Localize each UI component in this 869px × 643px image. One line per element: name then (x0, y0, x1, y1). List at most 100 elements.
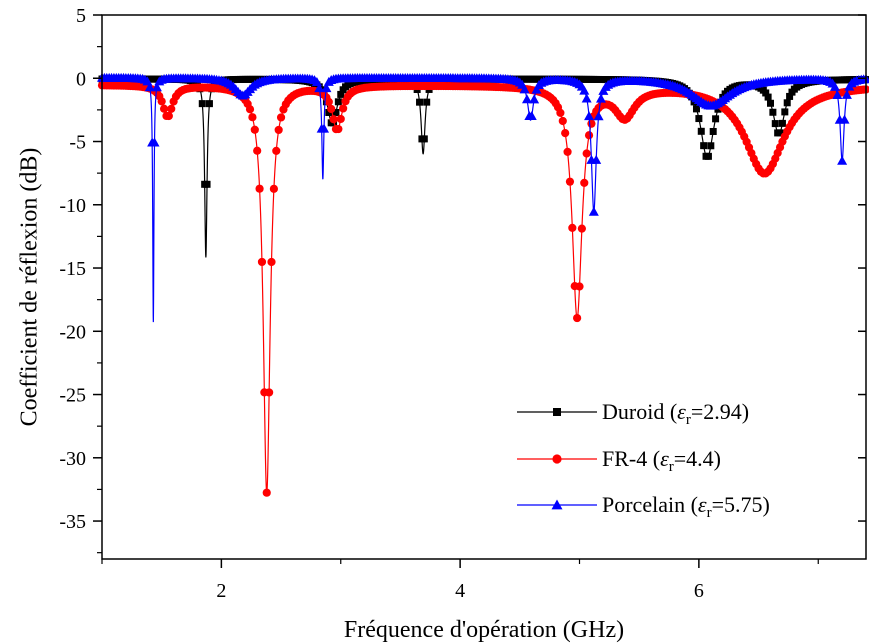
data-point (697, 127, 705, 135)
data-point (707, 142, 715, 150)
data-point (269, 184, 278, 193)
data-point (695, 115, 703, 123)
legend-label-suffix: =5.75) (712, 492, 770, 517)
legend-label-sub: r (669, 459, 674, 475)
legend-item: Porcelain (εr=5.75) (517, 492, 770, 521)
data-point (324, 97, 333, 106)
data-point (334, 98, 342, 106)
data-point (526, 111, 537, 121)
data-point (336, 114, 345, 124)
data-point (565, 177, 575, 186)
legend-label-symbol: ε (660, 446, 669, 471)
data-point (144, 82, 155, 92)
data-point (577, 224, 586, 233)
data-point (255, 184, 264, 193)
x-tick-label: 2 (216, 580, 226, 602)
legend-label-prefix: FR-4 ( (602, 446, 660, 471)
data-point (829, 81, 840, 91)
data-point (529, 94, 540, 104)
data-point (593, 111, 604, 121)
data-point (692, 105, 700, 113)
data-point (579, 85, 590, 95)
y-tick-label: -35 (59, 511, 86, 533)
data-point (837, 155, 848, 165)
data-point (416, 98, 424, 106)
legend-label: Porcelain (εr=5.75) (602, 492, 770, 521)
data-point (580, 178, 589, 187)
legend-item: Duroid (εr=2.94) (517, 399, 749, 428)
data-point (704, 152, 712, 160)
data-point (325, 109, 333, 117)
legend-label-suffix: =4.4) (674, 446, 721, 471)
legend-label-prefix: Porcelain ( (602, 492, 698, 517)
data-point (262, 488, 271, 497)
data-point (164, 111, 173, 121)
data-point (332, 109, 340, 117)
data-point (339, 104, 348, 113)
y-tick-label: -5 (69, 132, 86, 154)
series-layer (97, 72, 869, 497)
legend-label-symbol: ε (677, 399, 686, 424)
ticks-layer: 2 4 6 5 0 -5 -10 -15 -20 -25 -30 -35 (59, 5, 866, 602)
plot-frame (101, 14, 867, 560)
data-point (198, 100, 206, 108)
data-point (319, 123, 330, 133)
series-fr-4 (97, 81, 869, 497)
legend-label-symbol: ε (698, 492, 707, 517)
data-point (709, 127, 717, 135)
data-point (839, 114, 850, 124)
x-axis-title: Fréquence d'opération (GHz) (344, 617, 624, 643)
data-point (265, 388, 274, 397)
legend-label: Duroid (εr=2.94) (602, 399, 749, 428)
data-point (531, 84, 542, 94)
data-point (591, 154, 602, 164)
series-line (102, 78, 866, 258)
data-point (832, 90, 843, 100)
y-axis-title: Coefficient de réflexion (dB) (16, 148, 42, 427)
data-point (257, 257, 267, 267)
data-point (267, 257, 276, 267)
data-point (764, 93, 772, 101)
data-point (581, 93, 592, 103)
legend-label: FR-4 (εr=4.4) (602, 446, 721, 475)
x-tick-label: 6 (694, 580, 704, 602)
data-point (769, 108, 777, 116)
data-point (167, 104, 176, 113)
data-point (582, 149, 591, 158)
data-point (274, 125, 283, 135)
data-point (786, 92, 794, 100)
y-tick-label: -10 (59, 195, 86, 217)
x-tick-label: 4 (455, 580, 465, 602)
data-point (700, 142, 708, 150)
data-point (588, 206, 599, 216)
data-point (276, 113, 286, 122)
data-point (558, 116, 567, 126)
data-point (253, 146, 262, 155)
data-point (778, 119, 786, 127)
y-tick-label: 5 (76, 5, 86, 27)
data-point (552, 454, 562, 464)
data-point (561, 129, 570, 138)
data-point (149, 137, 160, 147)
data-point (205, 100, 213, 108)
data-point (556, 108, 565, 118)
series-porcelain (97, 72, 869, 323)
data-point (776, 129, 784, 137)
legend-label-prefix: Duroid ( (602, 399, 677, 424)
data-point (159, 104, 169, 113)
legend: Duroid (εr=2.94)FR-4 (εr=4.4)Porcelain (… (517, 399, 770, 521)
data-point (248, 113, 257, 122)
data-point (329, 115, 338, 124)
data-point (771, 120, 779, 128)
data-point (584, 111, 595, 121)
data-point (568, 223, 577, 232)
y-tick-label: -15 (59, 258, 86, 280)
data-point (587, 119, 596, 128)
data-point (314, 83, 325, 93)
data-point (423, 98, 431, 106)
y-tick-label: 0 (76, 68, 86, 90)
data-point (762, 89, 770, 97)
data-point (272, 146, 281, 155)
data-point (551, 499, 563, 510)
